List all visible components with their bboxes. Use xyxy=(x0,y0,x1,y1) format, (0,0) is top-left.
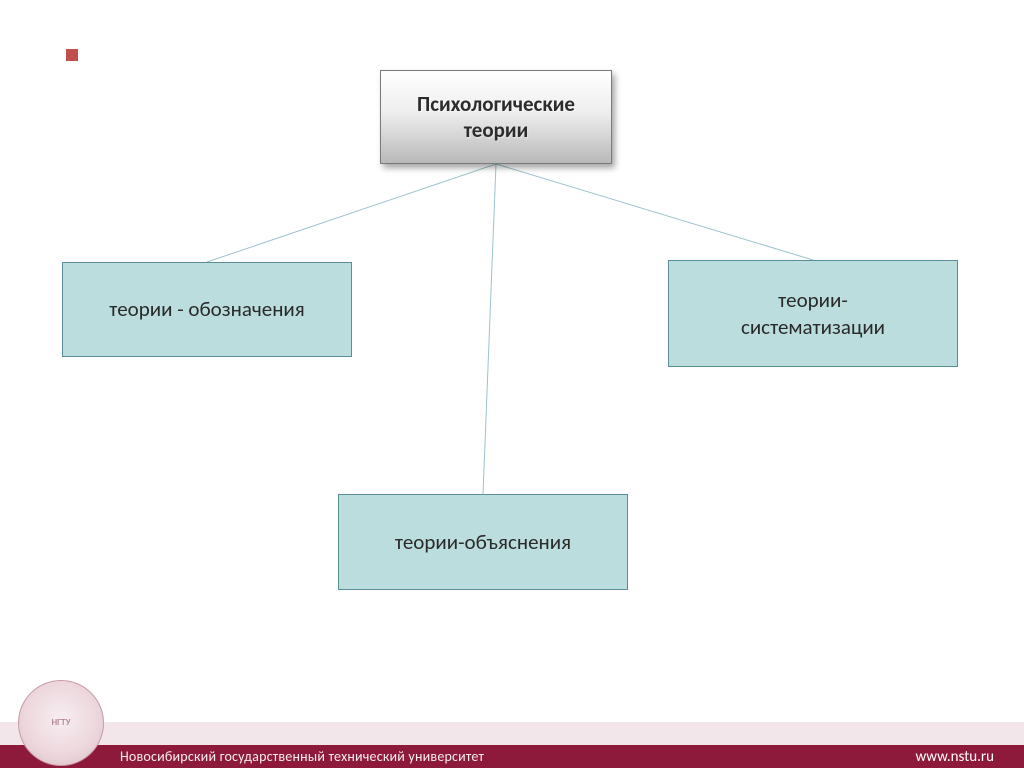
edge-left xyxy=(207,164,496,262)
footer-url: www.nstu.ru xyxy=(916,748,995,766)
leaf-label: теории-объяснения xyxy=(395,529,571,555)
leaf-label: теории - обозначения xyxy=(109,296,304,322)
root-label: Психологическиетеории xyxy=(417,91,575,144)
leaf-label: теории-систематизации xyxy=(741,287,885,340)
footer-bar: Новосибирский государственный технически… xyxy=(0,745,1024,768)
leaf-node-right: теории-систематизации xyxy=(668,260,958,367)
edge-right xyxy=(496,164,813,260)
footer-org-text: Новосибирский государственный технически… xyxy=(120,748,484,765)
footer-logo-label: НГТУ xyxy=(51,718,70,727)
slide-bullet xyxy=(66,49,78,61)
edge-bottom xyxy=(483,164,496,494)
root-node: Психологическиетеории xyxy=(380,70,612,164)
footer-underlay xyxy=(0,722,1024,745)
leaf-node-bottom: теории-объяснения xyxy=(338,494,628,590)
footer-logo: НГТУ xyxy=(18,680,104,766)
leaf-node-left: теории - обозначения xyxy=(62,262,352,357)
